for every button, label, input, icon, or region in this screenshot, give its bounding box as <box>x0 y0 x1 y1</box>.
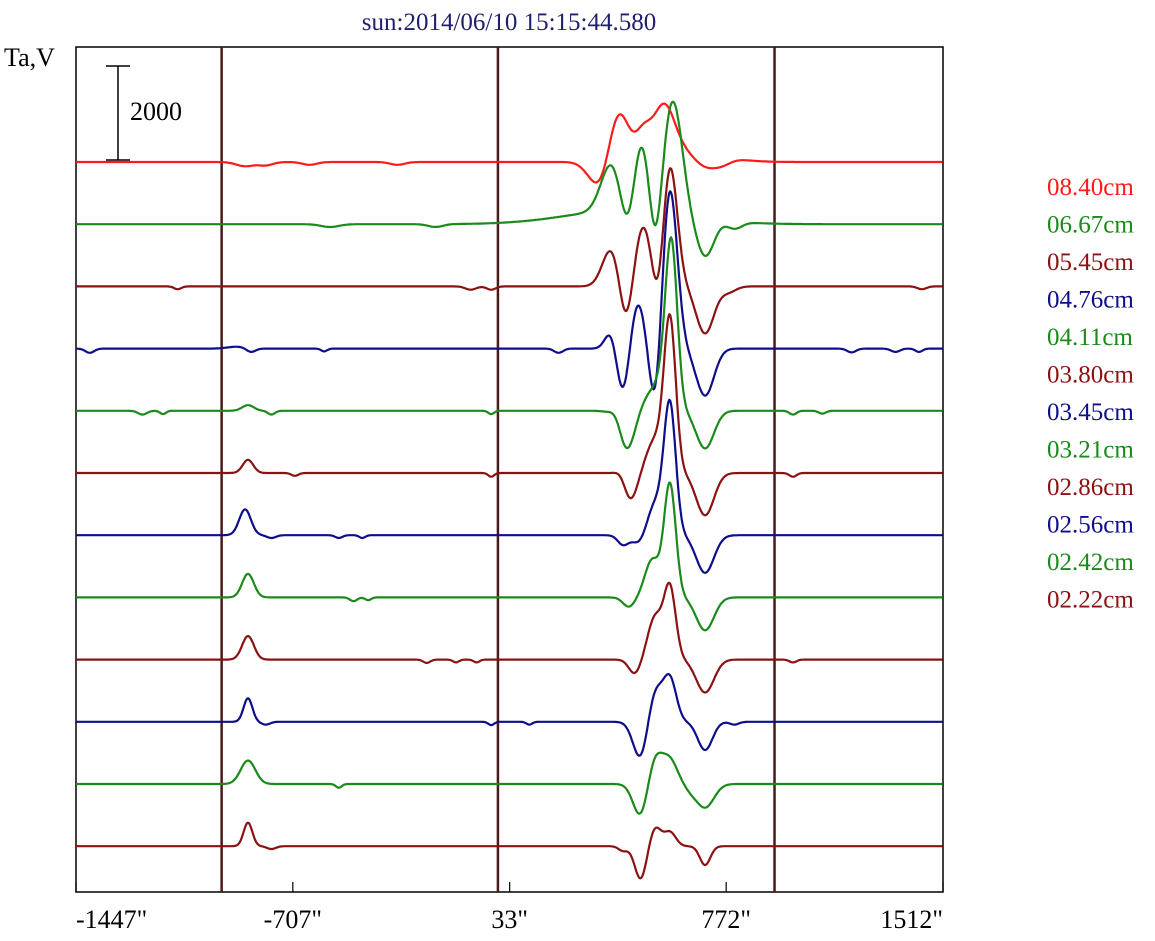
legend-item-02.42cm: 02.42cm <box>1047 549 1134 576</box>
legend-item-05.45cm: 05.45cm <box>1047 249 1134 276</box>
trace-02.42cm <box>75 751 943 815</box>
x-tick-label-4: 1512" <box>880 905 943 934</box>
legend-item-06.67cm: 06.67cm <box>1047 212 1134 239</box>
x-tick-label-0: -1447" <box>76 905 147 934</box>
legend-item-02.56cm: 02.56cm <box>1047 512 1134 539</box>
trace-02.86cm <box>75 581 943 694</box>
legend-item-04.11cm: 04.11cm <box>1047 324 1133 351</box>
legend-item-03.80cm: 03.80cm <box>1047 362 1134 389</box>
legend-item-03.21cm: 03.21cm <box>1047 437 1134 464</box>
trace-06.67cm <box>75 100 943 257</box>
scale-bar-label: 2000 <box>130 97 182 126</box>
legend-item-08.40cm: 08.40cm <box>1047 174 1134 201</box>
series-traces <box>75 100 943 880</box>
x-axis-ticks: -1447" -707" 33" 772" 1512" <box>75 882 944 934</box>
trace-08.40cm <box>75 102 943 184</box>
trace-03.21cm <box>75 481 943 632</box>
x-tick-label-1: -707" <box>264 905 322 934</box>
trace-04.76cm <box>75 190 943 397</box>
legend-item-02.86cm: 02.86cm <box>1047 474 1134 501</box>
scale-bar: 2000 <box>106 65 182 161</box>
trace-02.22cm <box>75 821 943 880</box>
vertical-markers <box>220 47 776 892</box>
legend-item-04.76cm: 04.76cm <box>1047 287 1134 314</box>
chart-title: sun:2014/06/10 15:15:44.580 <box>362 9 656 36</box>
legend-item-03.45cm: 03.45cm <box>1047 399 1134 426</box>
y-axis-label: Ta,V <box>4 43 55 72</box>
plot-frame <box>75 46 944 893</box>
legend: 08.40cm 06.67cm 05.45cm 04.76cm 04.11cm 03.80… <box>1047 174 1134 614</box>
x-tick-label-2: 33" <box>491 905 528 934</box>
trace-02.56cm <box>75 673 943 757</box>
trace-03.80cm <box>75 313 943 517</box>
trace-03.45cm <box>75 398 943 574</box>
legend-item-02.22cm: 02.22cm <box>1047 587 1134 614</box>
trace-04.11cm <box>75 236 943 450</box>
x-tick-label-3: 772" <box>701 905 751 934</box>
trace-05.45cm <box>75 167 943 335</box>
